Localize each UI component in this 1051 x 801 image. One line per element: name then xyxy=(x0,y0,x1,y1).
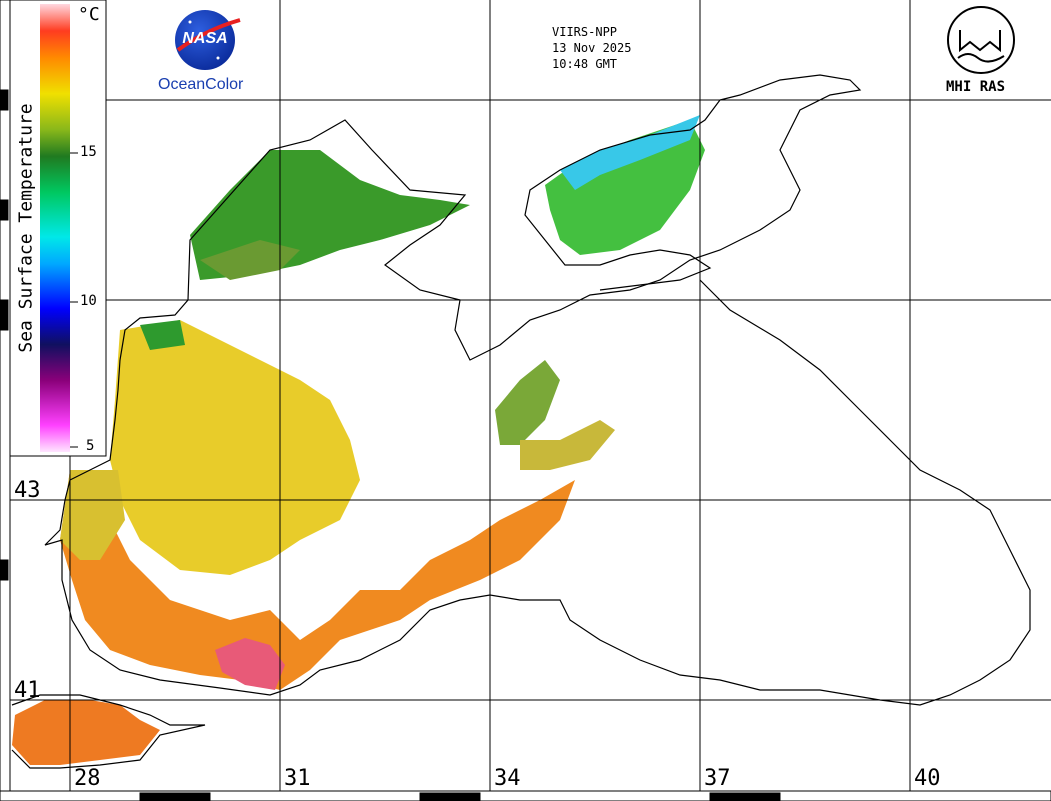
lon-label-31: 31 xyxy=(284,766,311,791)
mhi-logo-emblem xyxy=(959,30,1001,53)
colorbar xyxy=(9,0,107,457)
coastline xyxy=(11,74,1031,769)
nasa-logo-star-1 xyxy=(188,20,192,24)
sst-patch-nw-shelf-olive xyxy=(200,240,300,280)
satellite-label: VIIRS-NPP xyxy=(552,25,618,39)
sst-patch-crimea-olive xyxy=(520,420,615,470)
nasa-logo xyxy=(175,10,241,70)
sst-patch-odessa-green xyxy=(140,320,185,350)
lon-label-28: 28 xyxy=(74,766,101,791)
nasa-logo-swoosh xyxy=(176,18,241,52)
coastline-azov xyxy=(524,99,721,291)
left-scale-bar-4 xyxy=(0,559,9,581)
sst-patch-crimea-south xyxy=(495,360,560,445)
colorbar-tick-label-10: 10 xyxy=(80,293,97,309)
colorbar-tick-label-5: 5 xyxy=(86,438,95,454)
lon-label-40: 40 xyxy=(914,766,941,791)
mhi-logo-waves xyxy=(957,53,1005,63)
nasa-logo-star-2 xyxy=(216,56,220,60)
coastline-marmara xyxy=(11,694,206,769)
sst-patch-marmara xyxy=(12,700,160,765)
lon-label-37: 37 xyxy=(704,766,731,791)
sst-patch-azov-green xyxy=(545,120,705,255)
time-label: 10:48 GMT xyxy=(552,57,618,71)
mhi-logo-ring xyxy=(947,6,1015,74)
bottom-scale-bar-1 xyxy=(139,792,211,801)
sst-patch-azov-cyan xyxy=(560,115,700,190)
left-scale-bar-3 xyxy=(0,299,9,331)
bottom-scale-bar-3 xyxy=(709,792,781,801)
coastline-north xyxy=(119,74,862,361)
left-scale-bar-2 xyxy=(0,199,9,221)
nasa-logo-text: NASA xyxy=(182,30,228,47)
oceancolor-label: OceanColor xyxy=(158,76,244,93)
date-label: 13 Nov 2025 xyxy=(552,41,632,55)
sst-patch-western-yellow xyxy=(110,320,360,575)
coastline-east xyxy=(44,279,1031,706)
colorbar-title: Sea Surface Temperature xyxy=(15,103,37,353)
left-scale-bar-1 xyxy=(0,89,9,111)
lat-label-41: 41 xyxy=(14,678,41,703)
colorbar-tick-label-15: 15 xyxy=(80,144,97,160)
colorbar-unit: °C xyxy=(78,4,100,25)
mhi-ras-logo xyxy=(947,6,1015,74)
colorbar-ramp xyxy=(40,4,70,452)
sst-data-layer xyxy=(12,115,705,765)
lon-label-34: 34 xyxy=(494,766,521,791)
sst-patch-hot-pink xyxy=(215,638,285,690)
bottom-scale-bar-2 xyxy=(419,792,481,801)
lat-label-43: 43 xyxy=(14,478,41,503)
sst-patch-western-yellow-2 xyxy=(60,470,125,560)
left-scale-frame xyxy=(0,0,11,793)
institute-label: MHI RAS xyxy=(946,79,1006,95)
bottom-scale-frame xyxy=(0,790,1051,801)
sst-patch-southwest-warm xyxy=(60,470,575,690)
